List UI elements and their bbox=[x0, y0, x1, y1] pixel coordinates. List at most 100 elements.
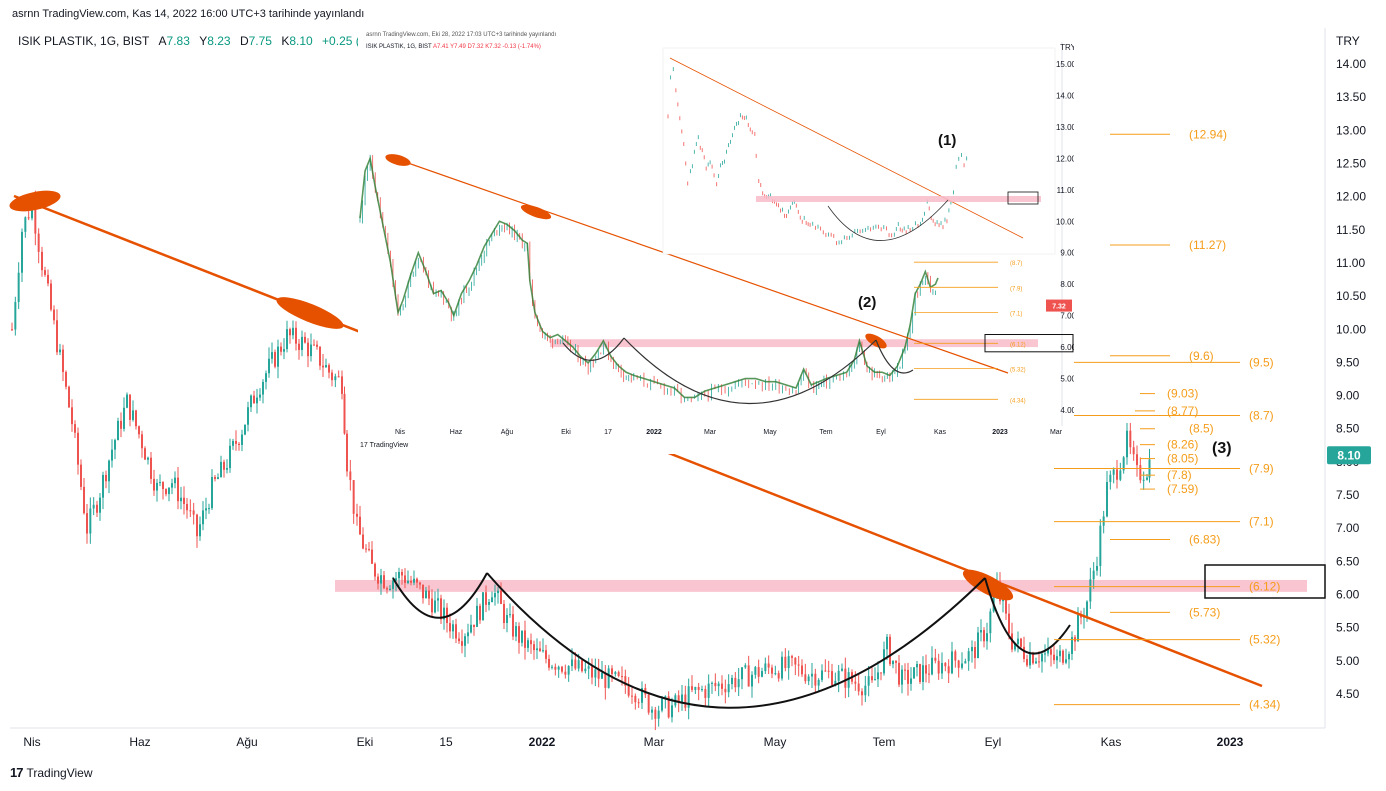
candle-body bbox=[153, 478, 155, 491]
candle-body bbox=[524, 630, 526, 648]
candle-body bbox=[907, 669, 909, 684]
candle-body bbox=[377, 576, 379, 584]
candle-body bbox=[1026, 658, 1028, 666]
inset-cup-arc bbox=[875, 339, 914, 374]
y-tick-label: 13.50 bbox=[1336, 90, 1366, 104]
inset-x-tick-label: Kas bbox=[934, 429, 947, 436]
candle-body bbox=[854, 681, 857, 684]
y-tick-label: 5.00 bbox=[1336, 654, 1360, 668]
candle-body bbox=[601, 672, 603, 679]
candle-body bbox=[343, 393, 346, 434]
candle-body bbox=[1047, 649, 1049, 654]
candle-body bbox=[1020, 638, 1022, 647]
candle-body bbox=[527, 640, 529, 648]
candle-body bbox=[964, 661, 967, 664]
candle-body bbox=[1129, 430, 1132, 448]
y-tick-label: 13.00 bbox=[1336, 123, 1366, 137]
fib-level-label: (6.12) bbox=[1249, 580, 1280, 594]
candle-body bbox=[307, 342, 309, 357]
candle-body bbox=[677, 695, 680, 703]
candle-body bbox=[561, 666, 563, 672]
candle-body bbox=[587, 666, 590, 669]
candle-body bbox=[1014, 644, 1016, 650]
candle-body bbox=[1041, 653, 1043, 662]
candle-body bbox=[571, 659, 573, 667]
y-tick-label: 12.00 bbox=[1336, 190, 1366, 204]
candle-body bbox=[120, 420, 122, 429]
x-tick-label: Mar bbox=[644, 735, 665, 749]
candle-body bbox=[1089, 579, 1092, 602]
candle-body bbox=[521, 630, 523, 643]
candle-body bbox=[889, 636, 891, 665]
candle-body bbox=[577, 660, 580, 669]
candle-body bbox=[724, 688, 727, 693]
high-value: 8.23 bbox=[207, 34, 231, 48]
candle-body bbox=[901, 669, 903, 685]
fib-level-label: (8.05) bbox=[1167, 452, 1198, 466]
candle-body bbox=[611, 668, 613, 675]
candle-body bbox=[904, 669, 906, 671]
inset-y-tick-label: 6.00 bbox=[1060, 343, 1074, 352]
candle-body bbox=[271, 352, 273, 359]
candle-body bbox=[895, 660, 897, 663]
candle-body bbox=[229, 445, 231, 469]
candle-body bbox=[211, 477, 213, 509]
candle-body bbox=[694, 686, 697, 690]
candle-body bbox=[479, 605, 481, 621]
candle-body bbox=[857, 683, 860, 692]
target-box bbox=[1204, 564, 1326, 599]
x-tick-label: Haz bbox=[129, 735, 150, 749]
candle-body bbox=[737, 679, 740, 688]
fib-level-label: (6.83) bbox=[1189, 532, 1220, 546]
candle-body bbox=[50, 283, 52, 310]
candle-body bbox=[341, 376, 343, 394]
candle-body bbox=[503, 603, 505, 624]
candle-body bbox=[844, 668, 847, 688]
candle-body bbox=[536, 648, 538, 651]
candle-body bbox=[14, 302, 17, 330]
fib-level-label: (4.34) bbox=[1249, 698, 1280, 712]
candle-body bbox=[847, 672, 850, 688]
candle-body bbox=[687, 686, 690, 708]
candle-body bbox=[697, 686, 700, 690]
candle-body bbox=[250, 395, 252, 408]
candle-body bbox=[919, 663, 921, 682]
candle-body bbox=[183, 497, 185, 504]
y-tick-label: 9.50 bbox=[1336, 355, 1360, 369]
candle-body bbox=[497, 590, 499, 594]
symbol-name[interactable]: ISIK PLASTIK, 1G, BIST bbox=[18, 34, 150, 48]
fib-level-label: (12.94) bbox=[1189, 127, 1227, 141]
candle-body bbox=[298, 343, 300, 350]
candle-body bbox=[506, 615, 508, 624]
candle-body bbox=[714, 682, 717, 687]
candle-body bbox=[455, 624, 457, 639]
candle-body bbox=[482, 592, 484, 621]
candle-body bbox=[771, 667, 773, 674]
candle-body bbox=[467, 632, 469, 637]
inset-y-tick-label: 7.00 bbox=[1060, 312, 1074, 321]
candle-body bbox=[371, 549, 373, 564]
candle-body bbox=[407, 580, 409, 583]
inset-cup-arc bbox=[562, 337, 625, 361]
candle-body bbox=[192, 510, 195, 515]
candle-body bbox=[518, 626, 520, 643]
y-tick-label: 14.00 bbox=[1336, 57, 1366, 71]
candle-body bbox=[1092, 570, 1095, 580]
candle-body bbox=[954, 651, 957, 661]
y-tick-label: 10.00 bbox=[1336, 322, 1366, 336]
candle-body bbox=[591, 666, 593, 678]
candle-body bbox=[123, 407, 125, 429]
published-note: asrnn TradingView.com, Kas 14, 2022 16:0… bbox=[12, 8, 365, 20]
tradingview-logo[interactable]: 17 TradingView bbox=[10, 765, 93, 780]
candle-body bbox=[744, 665, 747, 668]
candle-body bbox=[787, 656, 790, 669]
candle-body bbox=[77, 432, 79, 465]
inset-x-tick-label: 2023 bbox=[992, 429, 1008, 436]
candle-body bbox=[83, 486, 85, 514]
candle-body bbox=[515, 626, 517, 637]
candle-body bbox=[607, 668, 610, 688]
candle-body bbox=[89, 508, 92, 534]
candle-body bbox=[664, 696, 667, 699]
candle-body bbox=[56, 320, 58, 353]
